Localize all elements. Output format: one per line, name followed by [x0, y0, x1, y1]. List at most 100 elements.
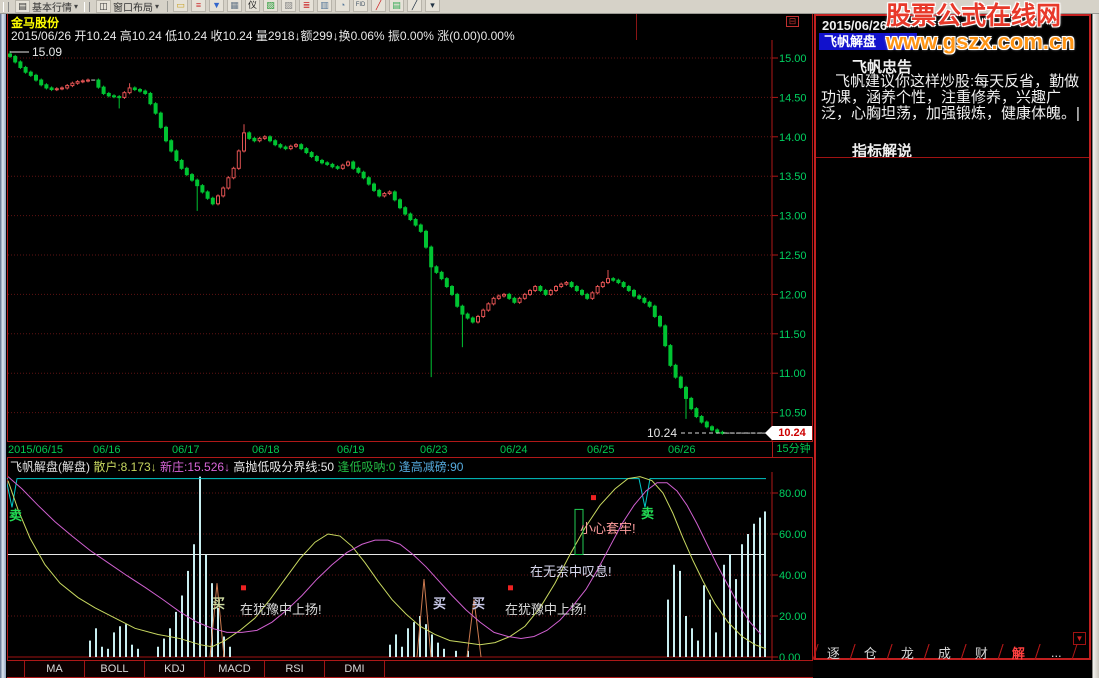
- candle-body: [699, 416, 704, 423]
- candle-body: [642, 297, 647, 303]
- histogram-bar: [395, 634, 397, 657]
- histogram-bar: [229, 646, 231, 657]
- date-axis-label: 06/16: [93, 444, 121, 456]
- signal-dot: [591, 495, 596, 501]
- candle-body: [138, 89, 142, 92]
- candle-body: [54, 88, 59, 91]
- basic-quotes-button[interactable]: ▤ 基本行情 ▾: [12, 0, 81, 14]
- scroll-down-icon[interactable]: ▼: [1073, 632, 1086, 645]
- date-axis-label: 06/18: [252, 444, 280, 456]
- candle-body: [590, 292, 595, 299]
- sort-red-icon[interactable]: ≡: [191, 0, 207, 12]
- window-layout-button[interactable]: ◫ 窗口布局 ▾: [93, 0, 162, 14]
- buy-signal-label: 买: [472, 596, 485, 611]
- advice-text: 飞帆建议你这样炒股:每天反省，勤做功课，涵养个性，注重修养，兴趣广泛，心胸坦荡，…: [821, 73, 1080, 122]
- candle-body: [49, 87, 54, 91]
- chart-gray-icon[interactable]: ▨: [281, 0, 297, 12]
- candle-body: [23, 66, 28, 73]
- stock-name: 金马股份: [11, 16, 60, 30]
- indicator-tab-macd[interactable]: MACD: [205, 661, 265, 677]
- candle-body: [632, 289, 636, 297]
- restore-window-icon[interactable]: ⊟: [786, 16, 799, 27]
- doc-green-icon[interactable]: ▤: [389, 0, 405, 12]
- candle-body: [398, 199, 402, 209]
- candle-body: [689, 397, 694, 410]
- indicator-axis-label: 80.00: [779, 488, 807, 500]
- funnel-icon[interactable]: ▼: [209, 0, 225, 12]
- indicator-axis-label: 40.00: [779, 570, 807, 582]
- date-axis-label: 2015/06/15: [8, 444, 64, 456]
- tab-bar-pad: [7, 661, 25, 677]
- period-selector[interactable]: 15分钟: [772, 442, 814, 457]
- date-axis-label: 06/26: [668, 444, 696, 456]
- indicator-tab-rsi[interactable]: RSI: [265, 661, 325, 677]
- list-red-icon[interactable]: ≣: [299, 0, 315, 12]
- indicator-tab-ma[interactable]: MA: [25, 661, 85, 677]
- chart-green-icon[interactable]: ▨: [263, 0, 279, 12]
- histogram-bar: [113, 632, 115, 657]
- histogram-bar: [753, 523, 755, 657]
- indicator-header-segment: 高抛低吸分界线:50: [233, 460, 338, 474]
- grid-icon[interactable]: ▥: [317, 0, 333, 12]
- candle-body: [351, 161, 356, 169]
- dropdown-icon[interactable]: ▾: [425, 0, 441, 12]
- folder-icon[interactable]: ▭: [173, 0, 189, 12]
- line-icon[interactable]: ╱: [407, 0, 423, 12]
- indicator-header-segment: 逢低吸呐:0: [337, 460, 399, 474]
- window-layout-label: 窗口布局: [113, 2, 154, 14]
- candle-body: [335, 166, 340, 169]
- signal-dot: [508, 585, 513, 591]
- indicator-chart[interactable]: 80.0060.0040.0020.000.00卖买买买在犹豫中上扬! 在犹豫中上…: [7, 472, 813, 660]
- histogram-bar: [735, 579, 737, 657]
- candle-body: [663, 325, 668, 347]
- candle-body: [346, 161, 350, 166]
- indicator-header: 飞帆解盘(解盘) 散户:8.173↓ 新庄:15.526↓ 高抛低吸分界线:50…: [10, 458, 463, 475]
- panel-tab-...[interactable]: ...: [1034, 644, 1078, 660]
- toolbar-separator: [167, 1, 169, 12]
- indicator-tab-boll[interactable]: BOLL: [85, 661, 145, 677]
- indicator-tab-kdj[interactable]: KDJ: [145, 661, 205, 677]
- pen-red-icon[interactable]: ╱: [371, 0, 387, 12]
- histogram-bar: [95, 628, 97, 657]
- histogram-bar: [223, 636, 225, 657]
- candle-body: [60, 87, 64, 90]
- candle-body: [75, 81, 80, 84]
- candle-body: [195, 179, 200, 187]
- candle-body: [242, 132, 246, 152]
- chevron-down-icon: ▾: [155, 1, 160, 11]
- candlestick-chart[interactable]: 15.00 14.50 14.00 13.50 13.00 12.50 12.00 11.50…: [7, 40, 813, 441]
- candle-body: [704, 421, 709, 428]
- date-axis-label: 06/23: [420, 444, 448, 456]
- candle-body: [710, 426, 714, 431]
- attack-spike: [209, 583, 225, 658]
- indicator-header-segment: 新庄:15.526↓: [160, 460, 234, 474]
- price-axis-label: 13.00: [779, 211, 807, 223]
- candle-body: [70, 82, 75, 87]
- histogram-bar: [175, 611, 177, 657]
- basic-quotes-label: 基本行情: [32, 2, 72, 14]
- panel-selected-item[interactable]: 飞帆解盘: [819, 33, 917, 50]
- toolbar-grip[interactable]: [84, 2, 91, 12]
- candle-body: [340, 164, 345, 169]
- candle-body: [580, 289, 584, 295]
- clock-icon[interactable]: ◔: [335, 0, 351, 12]
- ruler-icon[interactable]: ▦: [227, 0, 243, 12]
- toolbar-icon-group: ▭ ≡ ▼ ▦ 仪 ▨ ▨ ≣ ▥ ◔ FID ╱ ▤ ╱ ▾: [173, 0, 441, 12]
- window-scrollbar[interactable]: [1092, 14, 1099, 678]
- candle-body: [533, 286, 538, 291]
- candle-body: [496, 295, 501, 299]
- annotation-text: 在犹豫中上扬!: [505, 602, 587, 617]
- indicator-tab-dmi[interactable]: DMI: [325, 661, 385, 677]
- panel-tab-bar: 逐仓龙成财解...: [812, 644, 1089, 661]
- top-toolbar: ▤ 基本行情 ▾ ◫ 窗口布局 ▾ ▭ ≡ ▼ ▦ 仪 ▨ ▨ ≣ ▥ ◔ FID ╱ ▤ ╱ ▾: [0, 0, 1099, 14]
- histogram-bar: [691, 628, 693, 657]
- candle-body: [491, 297, 496, 305]
- candle-body: [221, 187, 226, 197]
- candle-body: [684, 386, 688, 399]
- candle-body: [606, 278, 610, 284]
- candle-body: [13, 55, 18, 63]
- instrument-button[interactable]: 仪: [245, 0, 261, 12]
- candle-body: [106, 92, 111, 97]
- fid-button[interactable]: FID: [353, 0, 369, 12]
- toolbar-grip[interactable]: [3, 2, 9, 12]
